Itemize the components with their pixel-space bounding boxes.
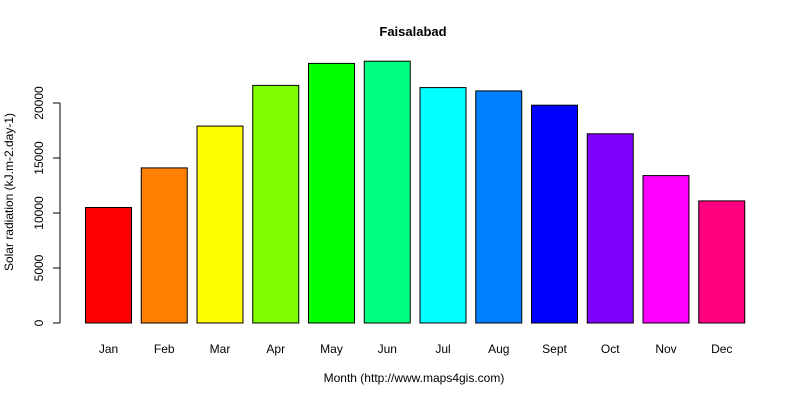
- x-tick-label: Aug: [488, 342, 509, 356]
- y-tick-label: 10000: [32, 196, 46, 230]
- x-tick-label: May: [320, 342, 343, 356]
- x-tick-label: Jun: [378, 342, 397, 356]
- bar-dec: [698, 200, 746, 324]
- chart-title: Faisalabad: [379, 24, 446, 39]
- x-tick-label: Apr: [266, 342, 285, 356]
- y-axis: 0 5000 10000 15000 20000: [32, 86, 61, 326]
- x-axis-label: Month (http://www.maps4gis.com): [324, 371, 505, 385]
- bar-oct: [586, 133, 634, 324]
- x-tick-label: Dec: [711, 342, 732, 356]
- x-tick-label: Oct: [601, 342, 620, 356]
- bar-may: [308, 62, 355, 324]
- y-tick-label: 5000: [32, 254, 46, 281]
- x-tick-label: Nov: [655, 342, 676, 356]
- x-tick-label: Mar: [210, 342, 231, 356]
- x-tick-label: Jul: [435, 342, 450, 356]
- bar-jul: [419, 87, 467, 324]
- bar-nov: [642, 175, 690, 324]
- x-tick-labels: Jan Feb Mar Apr May Jun Jul Aug Sept Oct Nov Dec: [99, 342, 733, 356]
- bar-feb: [140, 167, 188, 324]
- y-tick-label: 20000: [32, 86, 46, 120]
- bar-jun: [363, 60, 411, 324]
- bar-mar: [196, 125, 244, 324]
- bar-aug: [475, 90, 523, 324]
- bar-sept: [531, 104, 578, 324]
- x-tick-label: Sept: [542, 342, 567, 356]
- bar-apr: [252, 84, 300, 324]
- y-tick-label: 0: [32, 319, 46, 326]
- y-axis-label: Solar radiation (kJ.m-2.day-1): [2, 113, 16, 271]
- y-tick-label: 15000: [32, 141, 46, 175]
- x-tick-label: Jan: [99, 342, 118, 356]
- bar-jan: [85, 207, 132, 324]
- bars-group: [85, 60, 746, 324]
- x-tick-label: Feb: [154, 342, 175, 356]
